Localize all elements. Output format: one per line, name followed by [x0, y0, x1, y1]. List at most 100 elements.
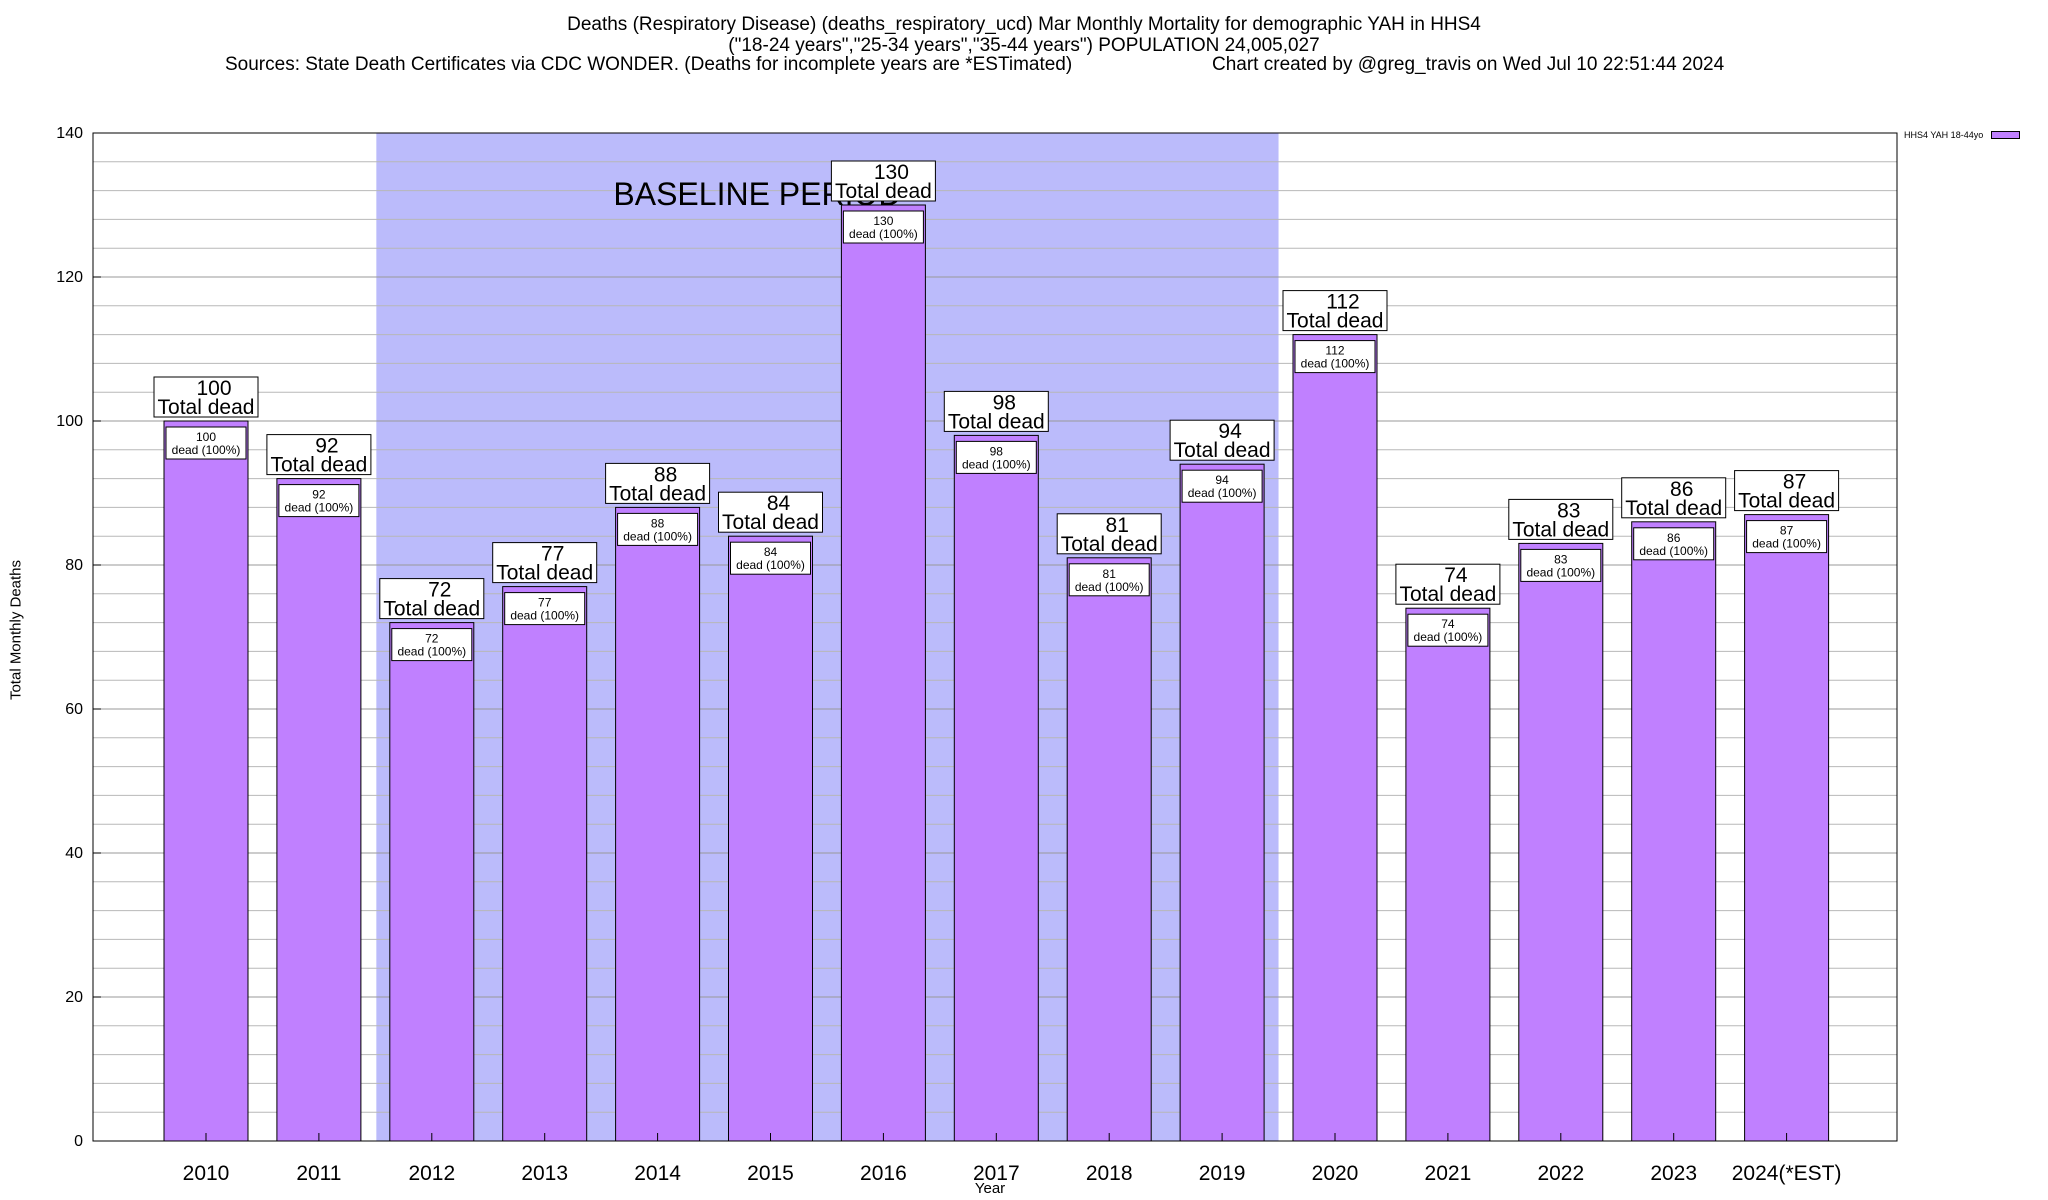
bar-total-label-box	[379, 578, 485, 620]
bar-inner-label-box	[1520, 548, 1602, 582]
bar	[728, 535, 813, 1142]
bar	[615, 506, 701, 1142]
bar-inner-value: 77	[538, 596, 552, 610]
x-tick-label: 2015	[747, 1162, 794, 1185]
bar-inner-label: dead (100%)	[510, 609, 579, 623]
bar-total-label-box	[718, 491, 823, 533]
bar-inner-label-box	[1633, 527, 1715, 561]
bar-total-value: 83	[1557, 499, 1580, 522]
bar	[1179, 463, 1265, 1142]
bar-inner-label-box	[1407, 613, 1489, 647]
x-tick-label: 2020	[1312, 1162, 1359, 1185]
bar	[1292, 334, 1378, 1142]
chart-title: Deaths (Respiratory Disease) (deaths_res…	[0, 14, 2048, 56]
bar-inner-label: dead (100%)	[1526, 565, 1595, 579]
bar-total-label-box	[1056, 513, 1162, 555]
bar-inner-label: dead (100%)	[285, 501, 354, 515]
bar	[502, 586, 588, 1142]
bar	[1744, 514, 1830, 1142]
x-tick-label: 2011	[296, 1162, 341, 1185]
bar-total-value: 77	[541, 543, 564, 566]
created-by-text: Chart created by @greg_travis on Wed Jul…	[1212, 54, 1725, 75]
bar-inner-value: 130	[873, 214, 893, 228]
x-tick-label: 2018	[1086, 1162, 1133, 1185]
bar-total-label: Total dead	[1287, 310, 1384, 333]
bar-inner-label: dead (100%)	[1414, 630, 1483, 644]
bar	[1066, 557, 1152, 1142]
bar	[1405, 607, 1491, 1142]
bar-total-value: 130	[874, 161, 909, 184]
x-tick-label: 2019	[1199, 1162, 1246, 1185]
x-tick-label: 2013	[521, 1162, 568, 1185]
y-tick-label: 0	[74, 1133, 83, 1150]
bar-total-value: 100	[196, 377, 231, 400]
bar-total-value: 94	[1218, 420, 1242, 443]
bar	[840, 204, 926, 1142]
legend: HHS4 YAH 18-44yo	[1904, 130, 2021, 140]
bar-inner-value: 87	[1780, 524, 1794, 538]
bar-inner-value: 88	[651, 516, 665, 530]
bar-total-value: 98	[993, 391, 1016, 414]
bar-total-label-box	[1621, 477, 1727, 519]
bar-inner-label-box	[617, 512, 699, 546]
bar-inner-value: 100	[196, 430, 216, 444]
bar-total-label-box	[943, 390, 1049, 432]
bar-total-label-box	[266, 434, 372, 476]
bar-inner-label: dead (100%)	[397, 645, 466, 659]
bar-total-label: Total dead	[948, 410, 1045, 433]
bar-inner-label-box	[955, 440, 1037, 474]
bar-inner-label: dead (100%)	[849, 227, 918, 241]
bar-inner-label-box	[391, 628, 473, 662]
bar-inner-label: dead (100%)	[1075, 580, 1144, 594]
bar-total-label: Total dead	[1625, 497, 1722, 520]
x-tick-label: 2012	[408, 1162, 455, 1185]
y-tick-label: 120	[56, 269, 83, 286]
bar-total-label: Total dead	[1738, 490, 1835, 513]
bar-inner-value: 94	[1215, 473, 1229, 487]
bar-total-value: 74	[1444, 564, 1468, 587]
bar-total-label-box	[153, 376, 259, 418]
bar-total-label: Total dead	[496, 562, 593, 585]
x-tick-label: 2014	[634, 1162, 681, 1185]
bar	[953, 434, 1039, 1142]
y-tick-label: 80	[65, 557, 83, 574]
bar-inner-label: dead (100%)	[1188, 486, 1257, 500]
x-tick-label: 2010	[183, 1162, 230, 1185]
bar-total-label: Total dead	[835, 180, 932, 203]
bar-total-value: 84	[767, 492, 791, 515]
x-tick-label: 2016	[860, 1162, 907, 1185]
bar-inner-label-box	[1294, 340, 1376, 374]
bar-total-value: 72	[428, 579, 451, 602]
bar-total-label-box	[1734, 470, 1840, 512]
bar-inner-value: 112	[1325, 344, 1344, 358]
y-tick-label: 100	[56, 413, 83, 430]
bar	[389, 622, 475, 1142]
bar-inner-value: 81	[1103, 567, 1117, 581]
title-line-2: ("18-24 years","25-34 years","35-44 year…	[728, 35, 1320, 56]
bar-total-label-box	[1508, 498, 1614, 540]
bar-total-label: Total dead	[1174, 439, 1271, 462]
y-tick-label: 40	[65, 845, 83, 862]
bar-inner-value: 86	[1667, 531, 1681, 545]
bar-inner-label-box	[730, 541, 811, 575]
bar-inner-value: 92	[312, 488, 326, 502]
x-axis-label: Year	[974, 1180, 1006, 1197]
bar-total-label: Total dead	[1061, 533, 1158, 556]
bar-inner-label-box	[165, 426, 247, 460]
title-line-1: Deaths (Respiratory Disease) (deaths_res…	[567, 14, 1481, 35]
bar-total-label: Total dead	[1399, 583, 1496, 606]
plot-frame	[92, 132, 1898, 1142]
y-tick-label: 60	[65, 701, 83, 718]
bar-total-label: Total dead	[270, 454, 367, 477]
bar-inner-label: dead (100%)	[172, 443, 241, 457]
x-tick-label: 2022	[1537, 1162, 1584, 1185]
bar	[1518, 542, 1604, 1142]
bar-inner-value: 98	[990, 444, 1004, 458]
bar-inner-label-box	[1181, 469, 1263, 503]
legend-swatch	[1991, 131, 2021, 139]
bar-inner-label: dead (100%)	[623, 529, 692, 543]
bar-total-value: 86	[1670, 478, 1693, 501]
bar-inner-label-box	[842, 210, 924, 244]
bar-inner-label-box	[1746, 520, 1828, 554]
